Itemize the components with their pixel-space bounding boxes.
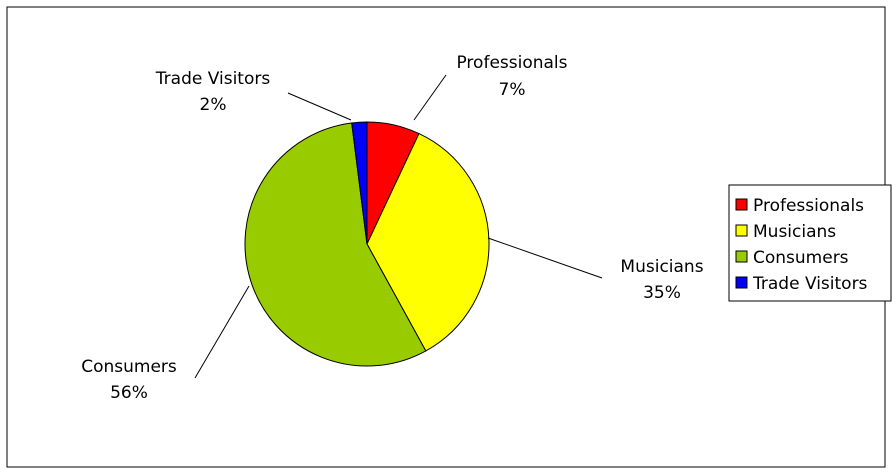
pie-slices [244,121,490,367]
data-label-name-trade-visitors: Trade Visitors [155,69,271,89]
legend-swatch-musicians [735,224,748,237]
data-label-value-consumers: 56% [110,383,148,403]
leader-line-musicians [487,237,603,279]
pie-slice-trade-visitors [351,121,368,245]
leader-line-consumers [194,285,250,379]
data-label-value-musicians: 35% [643,283,681,303]
legend: Professionals Musicians Consumers Trade Vis… [728,184,892,302]
leader-lines [194,74,603,379]
leader-line-professionals [413,74,447,121]
data-label-value-professionals: 7% [499,80,526,100]
legend-label-professionals: Professionals [753,196,864,216]
data-label-name-consumers: Consumers [81,357,177,377]
legend-swatch-trade-visitors [735,276,748,289]
pie-slice-consumers [244,122,427,367]
data-labels: Professionals 7% Musicians 35% Consumers 56% T… [81,53,703,403]
legend-swatch-consumers [735,250,748,263]
pie-slice-musicians [366,132,490,352]
legend-box [728,184,892,302]
legend-label-musicians: Musicians [753,222,836,242]
data-label-name-professionals: Professionals [456,53,567,73]
data-label-name-musicians: Musicians [620,257,703,277]
leader-line-trade-visitors [287,92,352,121]
legend-swatch-professionals [735,198,748,211]
legend-label-consumers: Consumers [753,248,849,268]
data-label-value-trade-visitors: 2% [200,95,227,115]
legend-label-trade-visitors: Trade Visitors [752,274,868,294]
